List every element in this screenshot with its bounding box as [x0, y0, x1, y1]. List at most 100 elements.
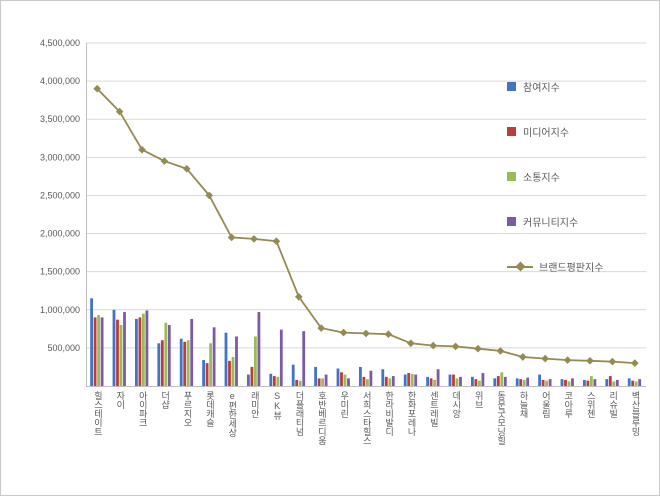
bar-소통지수	[164, 322, 168, 386]
x-axis-label: 어울림	[540, 391, 551, 418]
bar-커뮤니티지수	[638, 379, 642, 386]
bar-커뮤니티지수	[190, 318, 194, 386]
bar-소통지수	[209, 343, 212, 386]
bar-참여지수	[605, 379, 609, 386]
bar-미디어지수	[586, 380, 590, 386]
legend-diamond-icon	[515, 261, 526, 271]
bar-소통지수	[298, 380, 302, 386]
bar-커뮤니티지수	[571, 378, 574, 386]
x-axis-label: 푸르지오	[182, 391, 193, 427]
bar-커뮤니티지수	[257, 312, 261, 386]
bar-소통지수	[186, 340, 190, 386]
bar-미디어지수	[272, 376, 276, 386]
y-axis-label: 4,500,000	[40, 38, 80, 48]
x-axis-label: 아이파크	[137, 391, 148, 427]
line-marker	[317, 324, 326, 332]
bar-참여지수	[224, 332, 228, 386]
bar-커뮤니티지수	[279, 329, 283, 386]
line-marker	[227, 233, 236, 242]
line-marker	[541, 354, 550, 363]
line-marker	[250, 235, 258, 243]
line-marker	[406, 339, 415, 348]
bar-소통지수	[119, 325, 123, 386]
line-marker	[586, 356, 594, 365]
bar-소통지수	[612, 381, 616, 386]
bar-커뮤니티지수	[414, 374, 418, 386]
bar-소통지수	[321, 378, 324, 386]
x-axis-label: SK뷰	[272, 391, 283, 420]
line-marker	[138, 145, 146, 154]
y-axis-label: 3,500,000	[40, 114, 80, 124]
x-axis-label: 자이	[115, 391, 126, 409]
x-axis-label: 데시앙	[451, 391, 462, 418]
legend-label: 미디어지수	[523, 127, 569, 139]
line-marker	[608, 357, 617, 366]
bar-참여지수	[336, 368, 340, 386]
legend-label: 브랜드평판지수	[539, 262, 604, 274]
x-axis-label: 벽산블루밍	[630, 391, 641, 436]
bar-소통지수	[276, 376, 280, 386]
bar-미디어지수	[429, 378, 433, 386]
bar-소통지수	[478, 380, 481, 386]
legend-label: 참여지수	[523, 82, 560, 94]
bar-미디어지수	[608, 376, 612, 386]
x-axis-label: 동문굿모닝힐	[496, 391, 507, 445]
bar-소통지수	[231, 357, 235, 386]
bar-참여지수	[493, 378, 497, 386]
bar-참여지수	[627, 378, 631, 386]
bar-참여지수	[359, 366, 362, 386]
bar-참여지수	[179, 338, 183, 386]
x-axis-label: 리슈빌	[608, 391, 619, 418]
legend-label: 커뮤니티지수	[523, 217, 579, 229]
bar-미디어지수	[93, 317, 97, 386]
bar-미디어지수	[160, 340, 164, 386]
bar-미디어지수	[496, 376, 500, 386]
bar-미디어지수	[519, 379, 523, 386]
bar-참여지수	[247, 374, 250, 386]
x-axis-label: 위브	[473, 391, 484, 409]
bar-미디어지수	[138, 317, 142, 386]
line-marker	[496, 347, 505, 355]
x-axis-label: 더플래티넘	[294, 391, 305, 436]
x-axis-label: 하늘채	[518, 391, 529, 418]
line-marker	[474, 344, 482, 353]
bar-미디어지수	[116, 319, 119, 386]
bar-참여지수	[538, 374, 541, 386]
line-marker	[339, 328, 348, 337]
bar-소통지수	[634, 381, 638, 386]
bar-소통지수	[567, 381, 571, 386]
bar-소통지수	[142, 313, 145, 386]
x-axis-label: 센트레빌	[428, 391, 439, 427]
bar-소통지수	[410, 373, 414, 386]
bar-미디어지수	[407, 373, 411, 386]
bar-참여지수	[426, 376, 429, 386]
x-axis-label: 스위첸	[585, 391, 596, 418]
line-marker	[294, 292, 303, 301]
bar-소통지수	[343, 374, 347, 386]
x-axis-label: 서희스타힐스	[361, 391, 372, 445]
bar-소통지수	[500, 372, 504, 386]
bar-참여지수	[560, 379, 564, 386]
bar-미디어지수	[631, 380, 635, 386]
line-marker	[93, 84, 102, 93]
bar-소통지수	[455, 378, 459, 386]
legend-swatch-icon	[507, 216, 516, 226]
bar-커뮤니티지수	[123, 312, 126, 386]
bar-미디어지수	[228, 360, 231, 386]
bar-커뮤니티지수	[347, 378, 350, 386]
bar-소통지수	[254, 336, 257, 386]
x-axis-label: 힐스테이트	[92, 391, 103, 436]
bar-참여지수	[403, 374, 407, 386]
bar-미디어지수	[564, 379, 567, 386]
bar-미디어지수	[340, 372, 343, 386]
bar-커뮤니티지수	[167, 325, 171, 386]
bar-소통지수	[433, 379, 436, 386]
line-marker	[518, 353, 527, 361]
legend-item: 커뮤니티지수	[507, 214, 603, 229]
bar-커뮤니티지수	[503, 376, 507, 386]
bar-참여지수	[314, 366, 317, 386]
bar-참여지수	[157, 343, 161, 386]
x-axis-label: 호반베르디움	[316, 391, 327, 445]
